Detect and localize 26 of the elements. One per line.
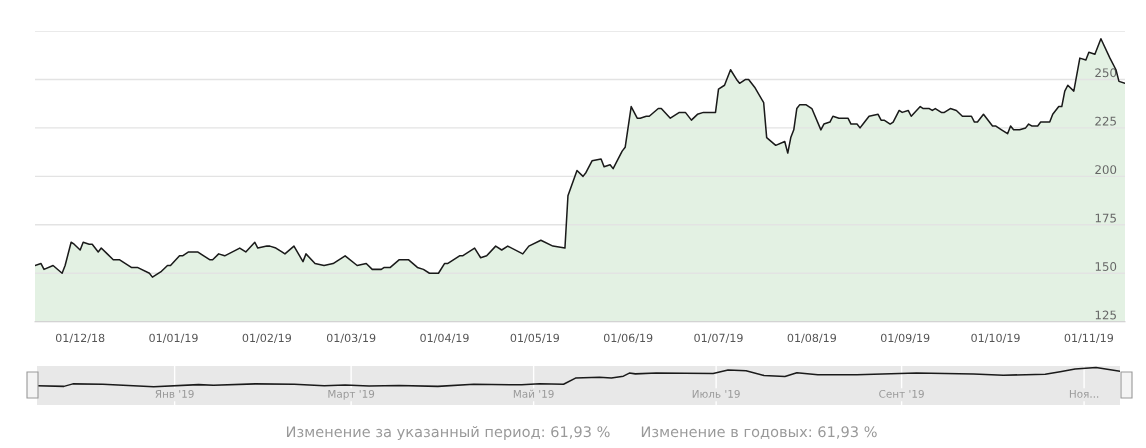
x-tick-label: Июль '19	[692, 389, 740, 398]
text: Изменение за указанный период: 61,93 %	[286, 426, 610, 441]
x-tick-label: 01/10/19	[971, 333, 1020, 343]
x-tick-label: 01/08/19	[787, 333, 837, 343]
x-tick-label: 01/07/19	[694, 333, 743, 343]
x-tick-label: Янв '19	[155, 389, 194, 398]
x-tick-label: 01/06/19	[603, 333, 653, 343]
x-tick-label: 01/02/19	[242, 333, 292, 343]
y-tick-label: 225	[1095, 116, 1116, 126]
x-tick-label: 01/12/18	[55, 333, 105, 343]
x-tick-label: Март '19	[328, 389, 375, 400]
x-tick-label: 01/01/19	[149, 333, 198, 343]
y-tick-label: 175	[1095, 213, 1116, 223]
y-tick-label: 125	[1095, 310, 1116, 320]
x-tick-label: 01/05/19	[510, 333, 559, 343]
x-tick-label: Ноя...	[1069, 390, 1099, 398]
x-tick-label: Май '19	[513, 389, 554, 398]
text: Изменение в годовых: 61,93 %	[641, 426, 877, 440]
x-tick-label: Сент '19	[879, 389, 924, 398]
y-tick-label: 150	[1095, 262, 1117, 271]
x-tick-label: 01/04/19	[420, 333, 469, 343]
y-tick-label: 250	[1095, 68, 1117, 78]
x-tick-label: 01/03/19	[326, 333, 376, 343]
x-tick-label: 01/11/19	[1064, 333, 1114, 343]
y-tick-label: 200	[1095, 165, 1117, 175]
x-tick-label: 01/09/19	[880, 333, 930, 343]
